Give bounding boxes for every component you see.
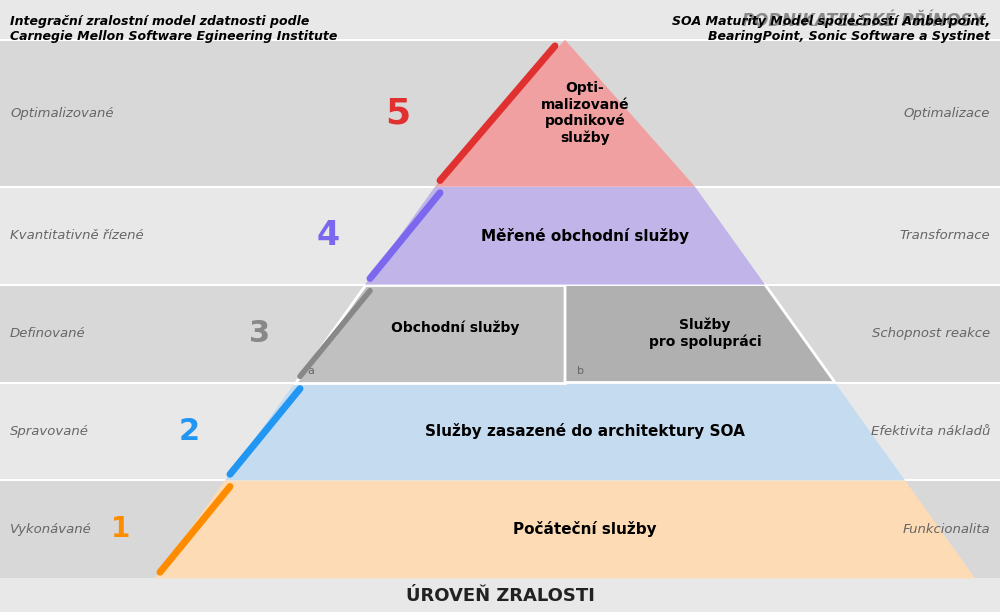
Polygon shape [365, 187, 765, 285]
Text: SOA Maturity Model společností Amberpoint,
BearingPoint, Sonic Software a Systin: SOA Maturity Model společností Amberpoin… [672, 15, 990, 43]
Polygon shape [225, 382, 905, 480]
Polygon shape [155, 480, 975, 578]
Text: Transformace: Transformace [899, 229, 990, 242]
Text: Funkcionalita: Funkcionalita [902, 523, 990, 536]
FancyBboxPatch shape [0, 480, 1000, 578]
Text: Spravované: Spravované [10, 425, 89, 438]
Text: Počáteční služby: Počáteční služby [513, 521, 657, 537]
Text: a: a [307, 367, 314, 376]
Text: Schopnost reakce: Schopnost reakce [872, 327, 990, 340]
Text: 5: 5 [385, 96, 410, 130]
Text: b: b [577, 367, 584, 376]
Text: Definované: Definované [10, 327, 86, 340]
Text: Optimalizované: Optimalizované [10, 106, 114, 120]
Text: Kvantitativně řízené: Kvantitativně řízené [10, 229, 144, 242]
FancyBboxPatch shape [0, 382, 1000, 480]
Text: Optimalizace: Optimalizace [904, 106, 990, 120]
Polygon shape [435, 40, 695, 187]
Text: 4: 4 [317, 219, 340, 252]
Polygon shape [565, 285, 835, 382]
Text: Opti-
malizované
podnikové
služby: Opti- malizované podnikové služby [541, 81, 629, 145]
Text: 2: 2 [179, 417, 200, 446]
Text: ÚROVEŇ ZRALOSTI: ÚROVEŇ ZRALOSTI [406, 587, 594, 605]
Text: 1: 1 [111, 515, 130, 543]
Text: Měřené obchodní služby: Měřené obchodní služby [481, 228, 689, 244]
Text: 3: 3 [249, 319, 270, 348]
Text: Služby zasazené do architektury SOA: Služby zasazené do architektury SOA [425, 424, 745, 439]
FancyBboxPatch shape [0, 285, 1000, 382]
FancyBboxPatch shape [0, 187, 1000, 285]
Text: PODNIKATELSKÉ PŘÍNOSY: PODNIKATELSKÉ PŘÍNOSY [742, 12, 985, 31]
Text: Služby
pro spolupráci: Služby pro spolupráci [649, 318, 761, 349]
FancyBboxPatch shape [0, 40, 1000, 187]
Text: Efektivita nákladů: Efektivita nákladů [871, 425, 990, 438]
Text: Integrační zralostní model zdatnosti podle
Carnegie Mellon Software Egineering I: Integrační zralostní model zdatnosti pod… [10, 15, 337, 43]
Text: Vykonávané: Vykonávané [10, 523, 92, 536]
Text: Obchodní služby: Obchodní služby [391, 320, 519, 335]
Polygon shape [295, 285, 565, 382]
